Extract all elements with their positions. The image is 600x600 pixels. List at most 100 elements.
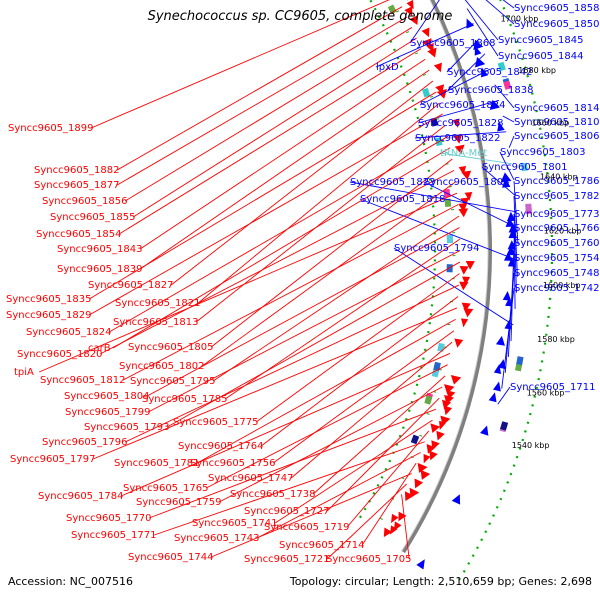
left-gene-label-18: tpiA bbox=[14, 367, 34, 378]
forward-gene-arrow-47 bbox=[462, 276, 471, 286]
label-leader-lines bbox=[39, 0, 519, 560]
right-gene-label-2: Syncc9605_1868 bbox=[410, 38, 496, 49]
left-leader-16 bbox=[99, 169, 455, 355]
forward-gene-arrow-82 bbox=[398, 511, 407, 522]
reverse-gene-arrow-58 bbox=[493, 364, 502, 374]
feature-block-20 bbox=[422, 87, 431, 98]
forward-gene-arrow-12 bbox=[421, 27, 430, 38]
left-leader-17 bbox=[201, 181, 456, 367]
forward-gene-arrow-71 bbox=[436, 430, 445, 441]
reverse-gene-arrow-59 bbox=[492, 381, 501, 392]
left-gene-label-24: Syncc9605_1793 bbox=[84, 422, 170, 433]
right-leader-28 bbox=[501, 287, 515, 389]
right-leader-22 bbox=[513, 213, 517, 293]
left-leader-12 bbox=[195, 124, 446, 323]
right-leader-9 bbox=[494, 84, 515, 109]
reverse-gene-arrow-67 bbox=[480, 425, 489, 436]
left-gene-label-7: Syncc9605_1839 bbox=[57, 264, 143, 275]
right-leader-10 bbox=[417, 99, 500, 124]
left-leader-15 bbox=[210, 158, 453, 348]
right-gene-label-20: Syncc9605_1818 bbox=[360, 194, 446, 205]
reverse-gene-arrow-50 bbox=[505, 296, 513, 307]
left-gene-label-30: Syncc9605_1756 bbox=[190, 458, 276, 469]
right-gene-label-4: Syncc9605_1844 bbox=[498, 51, 584, 62]
forward-gene-arrow-10 bbox=[404, 6, 413, 16]
forward-gene-arrow-52 bbox=[463, 308, 474, 318]
left-leader-42 bbox=[361, 462, 417, 546]
left-gene-label-32: Syncc9605_1784 bbox=[38, 491, 124, 502]
right-gene-label-24: Syncc9605_1794 bbox=[394, 243, 480, 254]
right-gene-label-1: Syncc9605_1850 bbox=[514, 19, 600, 30]
forward-gene-arrow-62 bbox=[444, 384, 455, 394]
tick-label-7: 1600 kbp bbox=[543, 281, 581, 290]
left-gene-label-9: Syncc9605_1835 bbox=[6, 294, 92, 305]
reverse-gene-arrow-55 bbox=[495, 335, 505, 346]
left-leader-25 bbox=[255, 273, 460, 423]
left-gene-label-6: Syncc9605_1843 bbox=[57, 244, 143, 255]
left-leader-41 bbox=[256, 452, 421, 539]
reverse-gene-arrow-61 bbox=[488, 392, 497, 403]
left-leader-45 bbox=[401, 494, 410, 560]
forward-gene-arrow-74 bbox=[429, 450, 438, 461]
feature-block-7 bbox=[437, 342, 445, 352]
right-gene-label-21: Syncc9605_1782 bbox=[514, 191, 600, 202]
right-gene-label-11: Syncc9605_1810 bbox=[514, 117, 600, 128]
feature-block-24 bbox=[424, 395, 433, 405]
left-gene-label-10: Syncc9605_1821 bbox=[115, 298, 201, 309]
left-leader-23 bbox=[147, 250, 461, 413]
forward-gene-arrow-16 bbox=[427, 47, 437, 58]
right-leader-3 bbox=[464, 0, 499, 41]
left-leader-40 bbox=[154, 441, 425, 536]
tick-label-2: 1700 kbp bbox=[501, 14, 539, 23]
left-leader-38 bbox=[274, 419, 433, 524]
forward-gene-arrow-75 bbox=[423, 454, 431, 464]
left-gene-label-22: Syncc9605_1785 bbox=[142, 394, 228, 405]
right-gene-label-14: tRNA-Met bbox=[440, 148, 487, 159]
left-leader-22 bbox=[224, 238, 461, 400]
forward-gene-arrow-56 bbox=[454, 338, 464, 348]
left-leader-28 bbox=[93, 307, 458, 460]
tick-label-9: 1560 kbp bbox=[527, 389, 565, 398]
left-gene-label-16: Syncc9605_1820 bbox=[17, 349, 103, 360]
left-gene-label-11: Syncc9605_1829 bbox=[6, 310, 92, 321]
left-leader-9 bbox=[88, 91, 437, 300]
left-gene-label-26: Syncc9605_1796 bbox=[42, 437, 128, 448]
forward-gene-arrow-86 bbox=[383, 527, 393, 538]
reverse-gene-arrow-78 bbox=[451, 494, 461, 505]
feature-block-22 bbox=[516, 356, 524, 366]
left-leader-35 bbox=[218, 386, 443, 503]
backbone-arc bbox=[401, 0, 492, 554]
accession-text: Accession: NC_007516 bbox=[8, 575, 134, 588]
right-gene-label-18: Syncc9605_1808 bbox=[424, 177, 510, 188]
left-leader-7 bbox=[139, 69, 430, 270]
forward-gene-arrow-27 bbox=[453, 134, 463, 144]
left-leader-32 bbox=[121, 352, 451, 497]
left-gene-label-34: Syncc9605_1738 bbox=[230, 489, 316, 500]
feature-block-3 bbox=[444, 198, 452, 208]
feature-block-21 bbox=[520, 162, 528, 172]
right-gene-label-16: Syncc9605_1801 bbox=[482, 162, 568, 173]
left-leader-2 bbox=[116, 16, 408, 186]
left-gene-label-19: Syncc9605_1812 bbox=[40, 375, 126, 386]
left-gene-label-44: Syncc9605_1721 bbox=[244, 554, 330, 565]
right-leader-2 bbox=[409, 0, 440, 44]
left-gene-label-43: Syncc9605_1744 bbox=[128, 552, 214, 563]
right-leader-21 bbox=[513, 195, 518, 277]
forward-gene-arrow-77 bbox=[420, 469, 431, 480]
left-gene-label-20: Syncc9605_1795 bbox=[130, 376, 216, 387]
backbone-highlight bbox=[401, 0, 489, 552]
feature-block-4 bbox=[410, 434, 420, 445]
left-gene-label-25: Syncc9605_1775 bbox=[173, 417, 259, 428]
right-gene-label-0: Syncc9605_1858 bbox=[514, 3, 600, 14]
left-leader-6 bbox=[139, 58, 426, 250]
left-gene-label-36: Syncc9605_1727 bbox=[244, 506, 330, 517]
reverse-gene-arrow-20 bbox=[474, 57, 486, 68]
reverse-gene-arrow-32 bbox=[502, 178, 511, 188]
right-leader-24 bbox=[393, 247, 514, 326]
right-gene-label-5: lpxD bbox=[376, 62, 399, 73]
backbone-ring bbox=[401, 0, 492, 554]
left-leader-0 bbox=[91, 0, 390, 129]
left-leader-26 bbox=[125, 284, 460, 443]
left-gene-label-28: Syncc9605_1797 bbox=[10, 454, 96, 465]
